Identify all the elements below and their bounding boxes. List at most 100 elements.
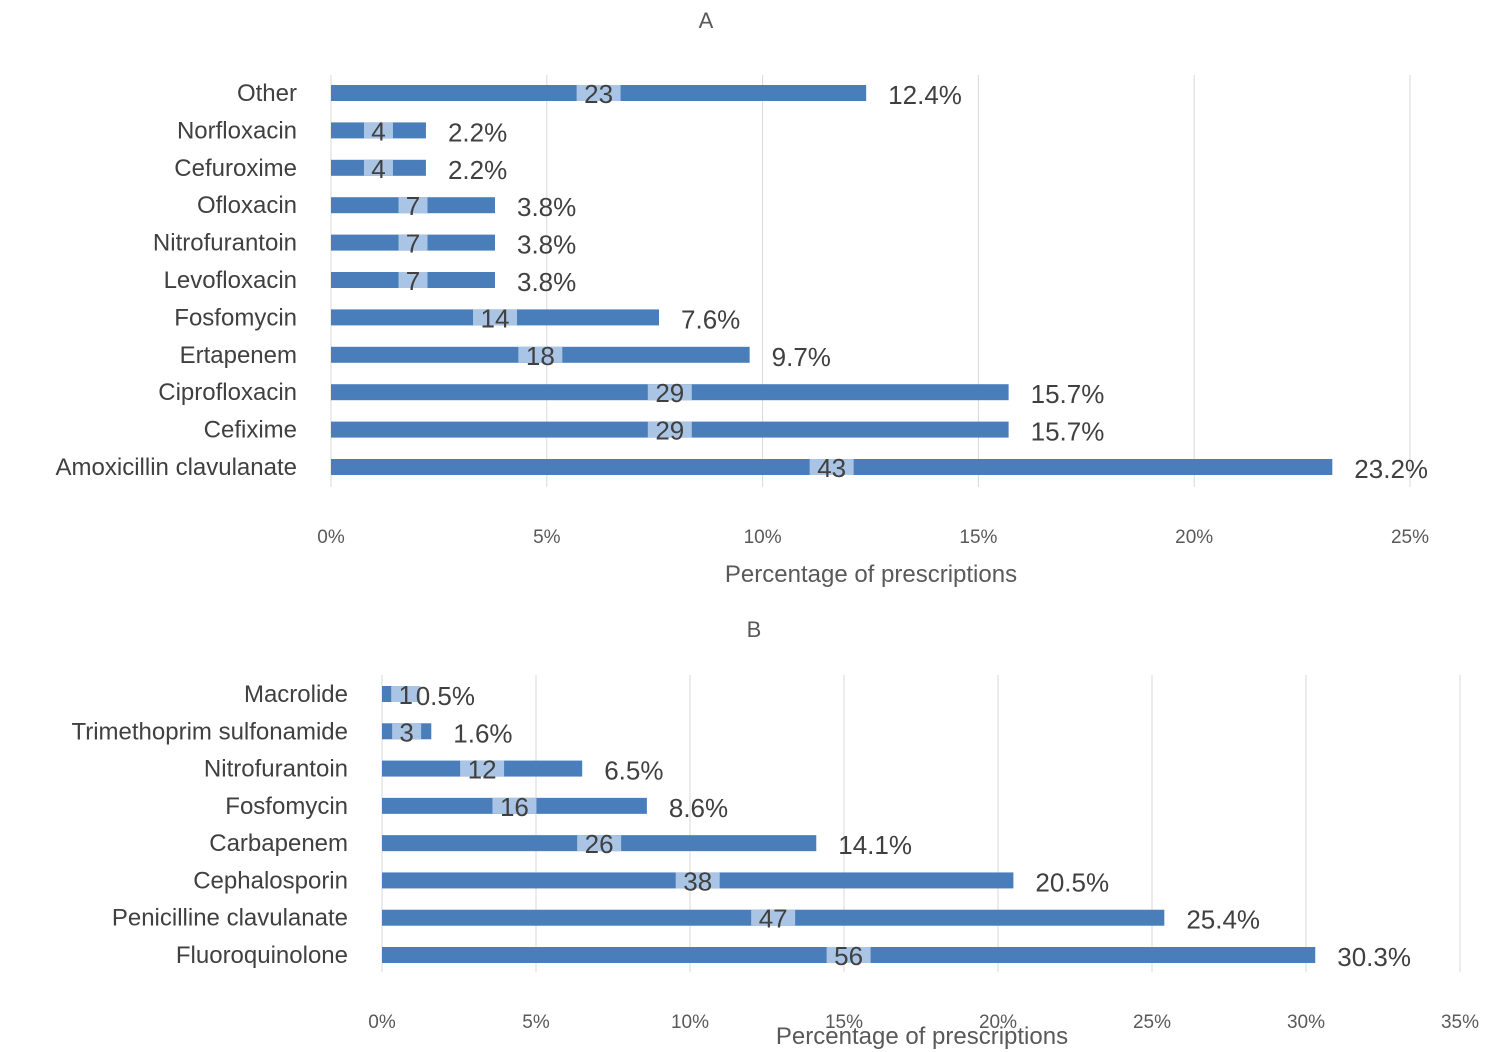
bar-row: Nitrofurantoin 7 3.8% <box>153 229 576 260</box>
value-label: 8.6% <box>669 793 728 823</box>
category-label: Trimethoprim sulfonamide <box>71 718 348 745</box>
category-label: Cefuroxime <box>174 155 297 182</box>
count-label-background <box>398 234 428 251</box>
category-label: Carbapenem <box>209 830 348 857</box>
count-label-background <box>363 159 393 176</box>
bar-row: Amoxicillin clavulanate 43 23.2% <box>56 453 1428 484</box>
count-label-background <box>826 947 871 963</box>
count-label: 26 <box>585 829 614 859</box>
x-tick-label: 35% <box>1441 1012 1479 1033</box>
x-tick-label: 10% <box>744 527 782 548</box>
value-label: 23.2% <box>1354 454 1428 484</box>
value-label: 6.5% <box>604 756 663 786</box>
value-label: 2.2% <box>448 117 507 147</box>
x-tick-label: 5% <box>522 1012 550 1033</box>
count-label: 16 <box>500 792 529 822</box>
x-tick-label: 30% <box>1287 1012 1325 1033</box>
bar-row: Macrolide 1 0.5% <box>244 680 475 711</box>
count-label: 29 <box>655 416 684 446</box>
value-label: 12.4% <box>888 80 962 110</box>
bar-row: Cefixime 29 15.7% <box>204 416 1105 447</box>
bar-row: Cephalosporin 38 20.5% <box>193 866 1109 897</box>
count-label: 43 <box>817 453 846 483</box>
chart-b-x-axis-title: Percentage of prescriptions <box>776 1023 1068 1050</box>
count-label: 4 <box>371 116 385 146</box>
count-label: 7 <box>406 229 420 259</box>
bar-row: Levofloxacin 7 3.8% <box>164 266 577 297</box>
x-tick-label: 20% <box>1175 527 1213 548</box>
count-label: 7 <box>406 266 420 296</box>
count-label-background <box>363 122 393 139</box>
value-label: 7.6% <box>681 304 740 334</box>
count-label-background <box>460 760 505 777</box>
count-label-background <box>473 309 518 326</box>
bar-row: Carbapenem 26 14.1% <box>209 829 912 860</box>
count-label: 18 <box>526 341 555 371</box>
count-label-background <box>391 686 421 702</box>
chart-b-bars: Macrolide 1 0.5% Trimethoprim sulfonamide 3 1… <box>71 680 1411 972</box>
count-label: 23 <box>584 79 613 109</box>
x-tick-label: 15% <box>959 527 997 548</box>
bar-row: Ofloxacin 7 3.8% <box>197 191 576 222</box>
bar-row: Other 23 12.4% <box>237 79 962 110</box>
chart-a-x-ticks: 0% 5% 10% 15% 20% 25% <box>317 527 1429 548</box>
count-label: 3 <box>399 717 413 747</box>
x-tick-label: 25% <box>1391 527 1429 548</box>
count-label-background <box>398 197 428 214</box>
count-label-background <box>518 346 563 363</box>
category-label: Nitrofurantoin <box>204 756 348 783</box>
category-label: Other <box>237 80 297 107</box>
x-tick-label: 10% <box>671 1012 709 1033</box>
count-label-background <box>576 85 621 101</box>
value-label: 25.4% <box>1186 905 1260 935</box>
count-label: 56 <box>834 941 863 971</box>
category-label: Fluoroquinolone <box>176 942 348 969</box>
chart-a-bars: Other 23 12.4% Norfloxacin 4 2.2% Cefuroxime 4 2… <box>56 79 1428 484</box>
x-tick-label: 5% <box>533 527 561 548</box>
chart-a-title: A <box>699 8 714 33</box>
value-label: 0.5% <box>416 681 475 711</box>
x-tick-label: 0% <box>317 527 345 548</box>
count-label-background <box>751 909 796 926</box>
count-label-background <box>647 421 692 438</box>
category-label: Cefixime <box>204 417 297 444</box>
chart-a-x-axis-title: Percentage of prescriptions <box>725 561 1017 588</box>
chart-b-gridlines <box>381 675 1461 972</box>
count-label: 4 <box>371 154 385 184</box>
bar-row: Penicilline clavulanate 47 25.4% <box>112 904 1260 935</box>
category-label: Norfloxacin <box>177 117 297 144</box>
count-label: 1 <box>398 680 412 710</box>
bar-row: Nitrofurantoin 12 6.5% <box>204 755 664 786</box>
category-label: Penicilline clavulanate <box>112 905 348 932</box>
x-tick-label: 20% <box>979 1012 1017 1033</box>
x-tick-label: 0% <box>368 1012 396 1033</box>
bar-row: Fosfomycin 14 7.6% <box>174 303 740 334</box>
value-label: 9.7% <box>772 342 831 372</box>
count-label-background <box>398 272 428 288</box>
category-label: Ciprofloxacin <box>158 379 297 406</box>
category-label: Fosfomycin <box>174 304 297 331</box>
value-label: 2.2% <box>448 155 507 185</box>
bar-row: Fosfomycin 16 8.6% <box>225 792 728 823</box>
count-label: 38 <box>683 866 712 896</box>
value-label: 15.7% <box>1031 379 1105 409</box>
value-label: 3.8% <box>517 192 576 222</box>
bar-row: Ciprofloxacin 29 15.7% <box>158 378 1104 409</box>
bar-row: Cefuroxime 4 2.2% <box>174 154 507 185</box>
count-label-background <box>647 384 692 401</box>
chart-a: A Other 23 12.4%Norfloxacin 4 2.2%Cefuroxime… <box>56 8 1430 588</box>
category-label: Ertapenem <box>180 342 297 369</box>
count-label: 7 <box>406 191 420 221</box>
bar-row: Trimethoprim sulfonamide 3 1.6% <box>71 717 512 748</box>
chart-b: B Macrolide 1 0.5% Trimethoprim sulfonamide… <box>71 617 1479 1050</box>
chart-b-x-ticks: 0% 5% 10% 15% 20% 25% 30% 35% <box>368 1012 1479 1033</box>
value-label: 3.8% <box>517 230 576 260</box>
value-label: 1.6% <box>453 718 512 748</box>
bar-row: Fluoroquinolone 56 30.3% <box>176 941 1411 972</box>
chart-a-gridlines <box>330 75 1411 487</box>
bar-row: Norfloxacin 4 2.2% <box>177 116 507 147</box>
category-label: Macrolide <box>244 681 348 708</box>
category-label: Ofloxacin <box>197 192 297 219</box>
category-label: Levofloxacin <box>164 267 297 294</box>
